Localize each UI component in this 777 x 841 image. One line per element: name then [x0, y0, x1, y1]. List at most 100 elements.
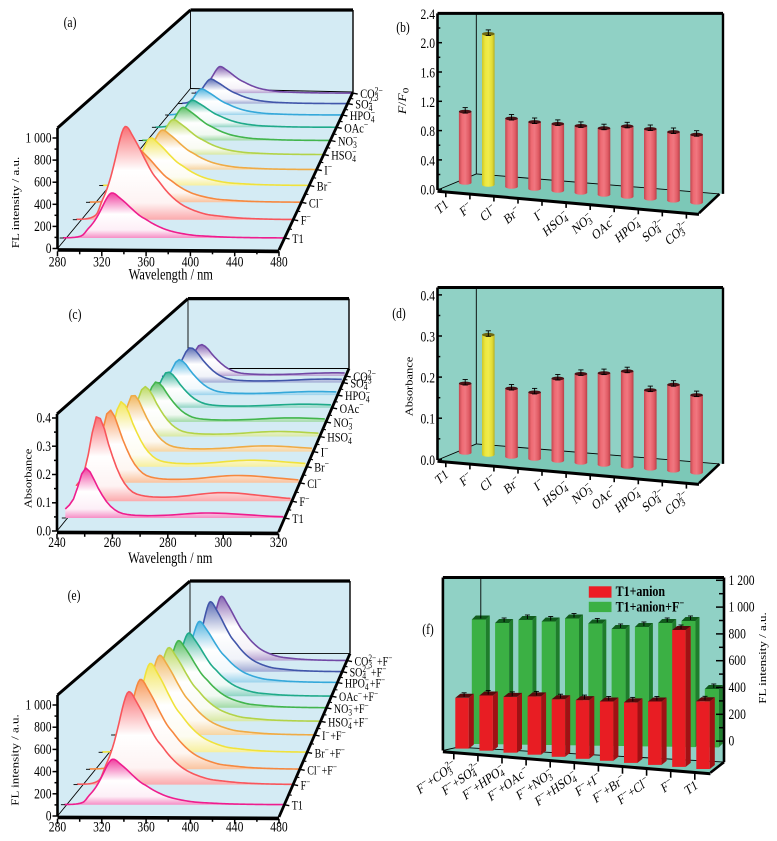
svg-text:360: 360 [137, 253, 155, 270]
svg-text:260: 260 [104, 534, 122, 551]
svg-text:800: 800 [729, 625, 747, 642]
svg-text:(d): (d) [392, 305, 406, 322]
svg-text:400: 400 [34, 196, 52, 213]
svg-text:OAc−: OAc− [340, 399, 365, 416]
svg-text:0: 0 [46, 807, 52, 824]
svg-text:F−: F− [301, 777, 312, 793]
svg-text:SO42−: SO42− [350, 374, 372, 392]
svg-text:0.2: 0.2 [37, 466, 51, 483]
svg-text:OAc− +F−: OAc− +F− [339, 689, 379, 705]
svg-text:600: 600 [34, 741, 52, 758]
svg-text:400: 400 [182, 253, 200, 270]
svg-text:0: 0 [729, 732, 735, 749]
svg-text:HSO4−: HSO4− [331, 146, 357, 164]
svg-text:0: 0 [46, 240, 52, 257]
svg-text:0.0: 0.0 [37, 522, 52, 539]
svg-text:I−: I− [324, 161, 333, 178]
svg-text:T1: T1 [433, 466, 450, 488]
svg-text:OAc−: OAc− [344, 119, 369, 136]
svg-text:0.3: 0.3 [37, 438, 52, 455]
svg-text:T1: T1 [292, 800, 303, 813]
svg-text:Absorbance: Absorbance [405, 357, 416, 417]
svg-text:1.6: 1.6 [421, 64, 436, 81]
svg-text:1 000: 1 000 [729, 598, 755, 615]
svg-text:F−: F− [301, 211, 312, 228]
svg-text:600: 600 [729, 652, 747, 669]
svg-text:F− +SO42−: F− +SO42− [440, 758, 484, 801]
svg-text:400: 400 [182, 818, 200, 835]
svg-text:200: 200 [34, 218, 52, 235]
svg-text:F− +HSO4−: F− +HSO4− [533, 767, 581, 812]
svg-text:600: 600 [34, 173, 52, 190]
svg-text:(e): (e) [68, 587, 81, 604]
svg-text:400: 400 [729, 679, 747, 696]
svg-text:320: 320 [270, 534, 288, 551]
svg-text:T1: T1 [292, 232, 304, 246]
svg-text:Cl−: Cl− [307, 474, 322, 491]
svg-text:(a): (a) [64, 14, 77, 31]
svg-text:T1+anion+F−: T1+anion+F− [616, 598, 685, 615]
svg-text:HSO4− +F−: HSO4− +F− [328, 714, 369, 731]
svg-text:SO42− +F−: SO42− +F− [350, 664, 388, 681]
svg-text:(f): (f) [422, 621, 434, 638]
svg-text:440: 440 [226, 818, 244, 835]
svg-text:0.4: 0.4 [421, 152, 436, 169]
svg-text:Absorbance: Absorbance [24, 449, 35, 509]
svg-text:T1+anion: T1+anion [616, 583, 666, 600]
svg-text:240: 240 [48, 534, 66, 551]
svg-text:I−: I− [321, 443, 330, 460]
svg-text:CO32−: CO32− [353, 367, 376, 385]
svg-text:I− +F−: I− +F− [322, 728, 347, 744]
svg-text:CO32−: CO32− [360, 85, 383, 103]
svg-text:320: 320 [93, 253, 111, 270]
svg-text:360: 360 [137, 818, 155, 835]
svg-text:280: 280 [49, 818, 67, 835]
svg-text:0.0: 0.0 [421, 452, 436, 469]
svg-text:300: 300 [215, 534, 233, 551]
svg-text:F− +Cl−: F− +Cl− [615, 773, 651, 808]
svg-text:0.0: 0.0 [421, 181, 436, 198]
svg-text:FL intensity / a.u.: FL intensity / a.u. [757, 612, 768, 704]
svg-text:0.1: 0.1 [421, 410, 435, 427]
svg-text:T1: T1 [683, 777, 700, 798]
svg-text:200: 200 [34, 785, 52, 802]
svg-text:FL intensity / a.u.: FL intensity / a.u. [10, 157, 21, 249]
svg-text:T1: T1 [433, 196, 450, 218]
svg-text:0.1: 0.1 [37, 494, 51, 511]
svg-text:440: 440 [226, 253, 244, 270]
svg-text:HPO4−: HPO4− [350, 106, 376, 124]
svg-text:280: 280 [159, 534, 177, 551]
svg-text:Cl−: Cl− [478, 200, 499, 225]
svg-text:FL intensity / a.u.: FL intensity / a.u. [10, 714, 21, 806]
svg-text:HSO4−: HSO4− [327, 428, 353, 446]
svg-text:I−: I− [531, 204, 546, 224]
svg-text:F−: F− [299, 493, 310, 510]
svg-text:1 000: 1 000 [25, 696, 51, 713]
svg-text:F−: F− [659, 775, 676, 796]
svg-text:0.4: 0.4 [37, 409, 52, 426]
svg-text:2.4: 2.4 [421, 6, 436, 23]
svg-text:Br−: Br− [501, 472, 522, 497]
svg-text:480: 480 [270, 253, 288, 270]
svg-text:(b): (b) [396, 19, 410, 36]
svg-text:NO3−: NO3− [334, 413, 354, 431]
svg-text:I−: I− [531, 474, 546, 494]
svg-text:Br−: Br− [314, 458, 330, 475]
svg-text:1 000: 1 000 [25, 129, 51, 146]
svg-text:200: 200 [729, 706, 747, 723]
svg-text:CO32− +F−: CO32− +F− [355, 653, 394, 670]
svg-text:F− +I−: F− +I− [573, 769, 603, 800]
svg-text:480: 480 [270, 818, 288, 835]
svg-text:Br−: Br− [317, 177, 333, 194]
svg-text:Wavelength / nm: Wavelength / nm [129, 266, 213, 284]
svg-text:Cl− +F−: Cl− +F− [307, 762, 338, 778]
svg-text:Cl−: Cl− [309, 194, 324, 211]
svg-text:0.4: 0.4 [421, 287, 436, 304]
svg-text:NO3− +F−: NO3− +F− [334, 701, 370, 718]
svg-text:F/F0: F/F0 [396, 88, 411, 116]
svg-text:T1: T1 [292, 512, 304, 526]
svg-text:NO3−: NO3− [338, 132, 358, 150]
svg-text:0.3: 0.3 [421, 328, 436, 345]
svg-text:Br−: Br− [501, 202, 522, 227]
svg-text:HPO4−: HPO4− [345, 387, 371, 405]
